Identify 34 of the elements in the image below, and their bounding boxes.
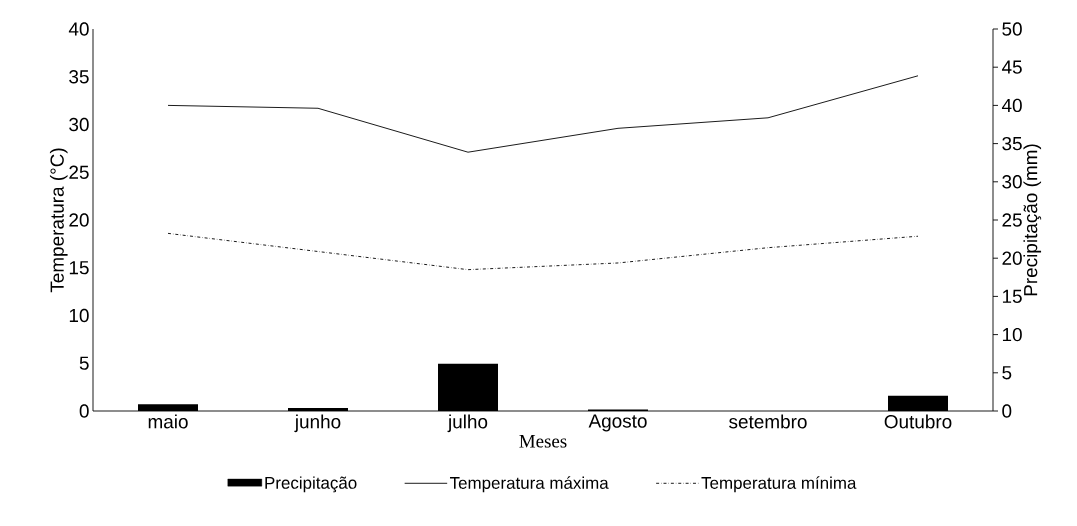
y-tick-label: 10 (69, 308, 89, 323)
x-tick-label: maio (148, 414, 188, 429)
y2-tick-label: 20 (1002, 251, 1022, 265)
legend-label: Temperatura mínima (701, 476, 857, 493)
y2-tick-label: 40 (1001, 98, 1022, 113)
y-tick-label: 20 (69, 213, 89, 227)
y-tick-label: 5 (79, 356, 89, 370)
y-tick-label: 40 (68, 22, 89, 36)
y2-tick-label: 10 (1002, 327, 1022, 342)
y-tick-label: 35 (69, 70, 89, 84)
y2-tick-label: 50 (1002, 22, 1022, 36)
x-tick-label: junho (294, 414, 341, 433)
x-axis-title: Meses (519, 435, 567, 448)
y2-tick-label: 35 (1002, 136, 1022, 151)
y-tick-label: 25 (69, 165, 89, 179)
y2-tick-label: 15 (1002, 289, 1022, 304)
x-tick-label: Agosto (588, 414, 647, 432)
y2-tick-label: 0 (1002, 404, 1012, 418)
y2-tick-label: 30 (1002, 175, 1022, 189)
y2-tick-label: 25 (1002, 213, 1022, 227)
legend-label: Temperatura máxima (449, 476, 609, 493)
y2-axis-title: Precipitação (mm) (1023, 144, 1042, 296)
x-tick-label: setembro (729, 414, 807, 429)
x-tick-label: Outubro (884, 414, 952, 429)
line-series (167, 75, 919, 153)
y2-tick-label: 5 (1002, 366, 1012, 380)
y-tick-label: 0 (79, 404, 89, 418)
y-axis-title: Temperatura (°C) (49, 148, 68, 293)
x-tick-label: julho (447, 414, 488, 433)
legend-label: Precipitação (265, 476, 357, 493)
y2-tick-label: 45 (1001, 60, 1022, 74)
y-tick-label: 15 (69, 261, 89, 275)
y-tick-label: 30 (69, 117, 89, 132)
line-series (167, 232, 919, 271)
